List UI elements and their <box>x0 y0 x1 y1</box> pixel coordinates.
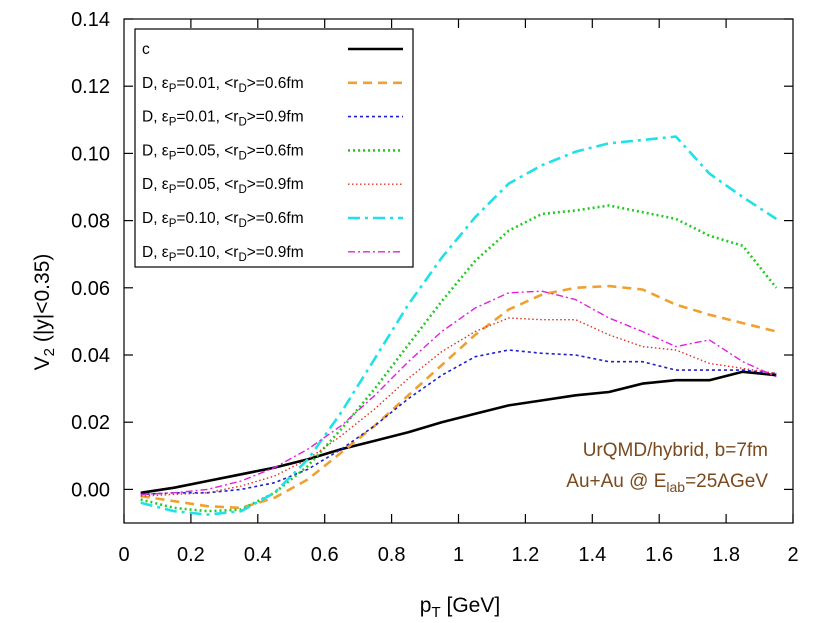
ticks-layer: 0 0.2 0.4 0.6 0.8 1 1.2 1.4 1.6 1.8 2 0.00 0.02 0.04 0… <box>71 9 799 566</box>
x-tick-label: 1.6 <box>645 544 673 566</box>
series-line-3 <box>140 349 777 496</box>
legend-label: D, εP=0.10, <rD>=0.9fm <box>142 244 304 264</box>
y-axis-label: V2 (|y|<0.35) <box>31 254 58 371</box>
legend-box <box>134 28 414 268</box>
x-tick-label: 1.8 <box>712 544 740 566</box>
legend-label: D, εP=0.10, <rD>=0.6fm <box>142 210 304 230</box>
y-tick-label: 0.02 <box>71 412 110 434</box>
y-tick-label: 0.14 <box>71 9 110 31</box>
legend-label: D, εP=0.05, <rD>=0.6fm <box>142 142 304 162</box>
legend-label: D, εP=0.01, <rD>=0.6fm <box>142 75 304 95</box>
series-layer <box>140 135 778 516</box>
series-line-7 <box>140 290 777 496</box>
annotation: UrQMD/hybrid, b=7fm Au+Au @ Elab=25AGeV <box>566 440 768 495</box>
x-tick-label: 1 <box>453 544 464 566</box>
series-line-5 <box>140 317 777 497</box>
x-axis-label: pT [GeV] <box>420 594 500 621</box>
annotation-line: Au+Au @ Elab=25AGeV <box>566 471 768 495</box>
x-tick-label: 0.2 <box>177 544 205 566</box>
y-tick-label: 0.10 <box>71 143 110 165</box>
legend: c D, εP=0.01, <rD>=0.6fm D, εP=0.01, <rD>=… <box>134 28 414 268</box>
series-line-2 <box>140 284 777 510</box>
y-tick-label: 0.00 <box>71 479 110 501</box>
x-tick-label: 0 <box>118 544 129 566</box>
series-line-6 <box>140 135 778 516</box>
annotation-line: UrQMD/hybrid, b=7fm <box>583 440 768 461</box>
y-tick-label: 0.04 <box>71 345 110 367</box>
x-tick-label: 0.8 <box>378 544 406 566</box>
legend-label: D, εP=0.05, <rD>=0.9fm <box>142 176 304 196</box>
x-tick-label: 2 <box>787 544 798 566</box>
x-tick-label: 0.6 <box>311 544 339 566</box>
x-tick-label: 0.4 <box>244 544 272 566</box>
x-tick-label: 1.2 <box>511 544 539 566</box>
series-line-1 <box>140 370 777 495</box>
legend-label: c <box>142 41 150 58</box>
x-tick-label: 1.4 <box>578 544 606 566</box>
series-line-4 <box>140 204 778 513</box>
y-tick-label: 0.12 <box>71 76 110 98</box>
legend-label: D, εP=0.01, <rD>=0.9fm <box>142 109 304 129</box>
y-tick-label: 0.06 <box>71 278 110 300</box>
y-tick-label: 0.08 <box>71 211 110 233</box>
